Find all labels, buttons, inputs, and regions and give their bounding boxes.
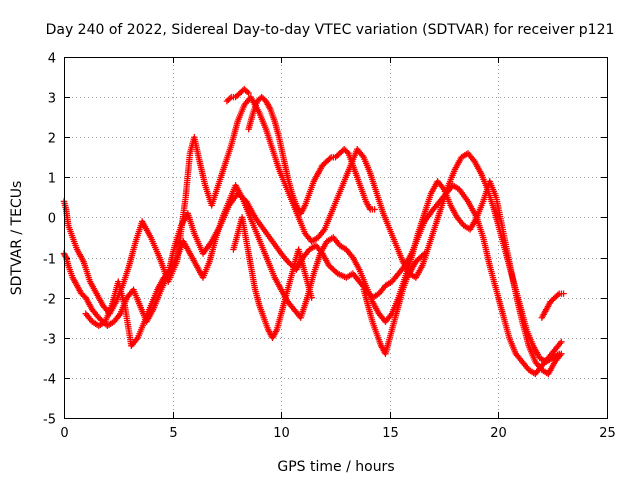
data-point: [326, 155, 333, 162]
x-axis-label: GPS time / hours: [277, 459, 394, 475]
x-tick-label: 25: [599, 426, 616, 441]
y-tick-label: -4: [43, 373, 56, 388]
data-point: [421, 250, 428, 257]
y-tick-label: 2: [48, 132, 56, 147]
series-arc-D: [245, 93, 378, 217]
series-arc-H: [360, 250, 428, 358]
data-point: [419, 251, 427, 259]
data-point: [243, 88, 251, 95]
data-point: [226, 95, 233, 102]
data-point: [560, 290, 567, 297]
chart-title: Day 240 of 2022, Sidereal Day-to-day VTE…: [46, 22, 615, 38]
y-axis-tick-labels: -5 -4 -3 -2 -1 0 1 2 3 4: [43, 52, 56, 428]
series-arc-C: [82, 178, 565, 378]
y-axis-label: SDTVAR / TECUs: [9, 181, 25, 296]
x-axis-tick-labels: 0 5 10 15 20 25: [60, 426, 615, 441]
data-point: [62, 253, 69, 260]
x-tick-label: 0: [60, 426, 68, 441]
data-point: [554, 291, 561, 299]
y-tick-label: -1: [43, 253, 56, 268]
y-tick-label: 4: [48, 52, 56, 67]
x-tick-label: 5: [169, 426, 177, 441]
y-tick-label: -2: [43, 293, 56, 308]
x-tick-label: 15: [382, 426, 399, 441]
data-points: [60, 85, 567, 378]
y-tick-label: 1: [48, 172, 56, 187]
data-point: [558, 338, 565, 345]
series-arc-G: [230, 214, 315, 341]
data-point: [308, 294, 315, 301]
series-arc-E: [223, 85, 252, 105]
x-tick-label: 10: [273, 426, 290, 441]
y-tick-label: -3: [43, 333, 56, 348]
data-point: [371, 206, 378, 213]
data-point: [558, 350, 565, 358]
series-arc-F: [538, 290, 567, 321]
plot-frame: [64, 57, 608, 419]
y-tick-label: 3: [48, 92, 56, 107]
y-tick-label: 0: [48, 212, 56, 227]
y-tick-label: -5: [43, 413, 56, 428]
data-point: [245, 89, 252, 97]
x-tick-label: 20: [490, 426, 507, 441]
data-point: [343, 148, 351, 156]
